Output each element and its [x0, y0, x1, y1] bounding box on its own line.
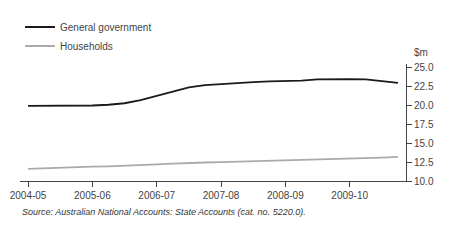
svg-text:Households: Households [60, 41, 113, 52]
svg-text:2005-06: 2005-06 [74, 190, 111, 201]
svg-text:15.0: 15.0 [414, 138, 434, 149]
svg-text:General government: General government [60, 22, 151, 33]
svg-text:2006-07: 2006-07 [138, 190, 175, 201]
svg-text:20.0: 20.0 [414, 100, 434, 111]
svg-text:Source: Australian National Ac: Source: Australian National Accounts: St… [22, 207, 306, 217]
svg-text:22.5: 22.5 [414, 81, 434, 92]
svg-text:$m: $m [414, 47, 428, 58]
svg-text:2007-08: 2007-08 [203, 190, 240, 201]
svg-text:25.0: 25.0 [414, 62, 434, 73]
svg-text:2009-10: 2009-10 [331, 190, 368, 201]
svg-text:2008-09: 2008-09 [267, 190, 304, 201]
svg-text:12.5: 12.5 [414, 157, 434, 168]
svg-text:2004-05: 2004-05 [10, 190, 47, 201]
svg-text:17.5: 17.5 [414, 119, 434, 130]
svg-text:10.0: 10.0 [414, 176, 434, 187]
